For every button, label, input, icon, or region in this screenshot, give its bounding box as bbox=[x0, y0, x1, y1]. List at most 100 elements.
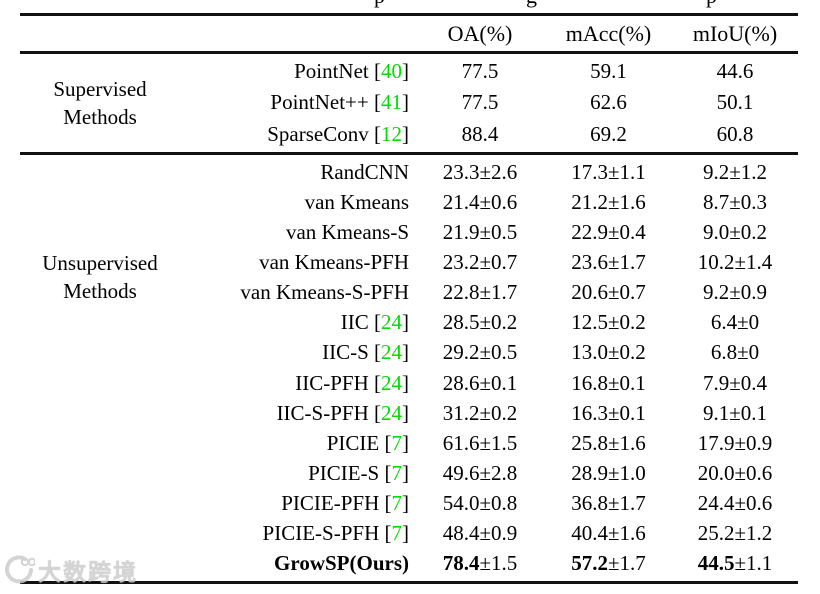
method-cell: IIC-S-PFH [24] bbox=[180, 401, 415, 426]
metric-std: ±1.2 bbox=[729, 159, 768, 184]
value-cell: 21.2±1.6 bbox=[545, 190, 672, 215]
metric-std: ±1.7 bbox=[607, 491, 646, 516]
metric-std: ±0.6 bbox=[734, 491, 773, 516]
citation-link[interactable]: 7 bbox=[391, 491, 403, 516]
column-header-miou: mIoU(%) bbox=[692, 20, 778, 46]
method-name: van Kmeans bbox=[304, 189, 409, 214]
metric-std: ±0.5 bbox=[479, 219, 518, 244]
metric-std: ±0.2 bbox=[729, 219, 768, 244]
citation-link[interactable]: 24 bbox=[381, 340, 402, 365]
metric-mean: 9.1 bbox=[702, 400, 730, 425]
citation-link[interactable]: 7 bbox=[391, 460, 403, 485]
value-cell: 6.4±0 bbox=[672, 310, 798, 335]
citation-link[interactable]: 40 bbox=[381, 59, 402, 84]
table-row: PICIE-S-PFH [7] 48.4±0.9 40.4±1.6 25.2±1… bbox=[180, 519, 798, 549]
method-name: IIC-PFH bbox=[295, 370, 369, 395]
metric-mean: 10.2 bbox=[697, 249, 735, 274]
metric-mean: 44.5 bbox=[697, 551, 735, 576]
value-cell: 9.1±0.1 bbox=[672, 401, 798, 426]
metric-mean: 16.3 bbox=[571, 400, 608, 425]
method-name: PICIE-PFH bbox=[281, 491, 380, 516]
group-label-supervised: Supervised Methods bbox=[20, 54, 180, 152]
value-cell: 44.5±1.1 bbox=[672, 551, 798, 576]
method-cell: IIC-S [24] bbox=[180, 340, 415, 365]
method-cite: [7] bbox=[379, 491, 410, 516]
value-cell: 77.5 bbox=[415, 90, 545, 115]
citation-link[interactable]: 24 bbox=[381, 400, 402, 425]
table-header-row: OA(%) mAcc(%) mIoU(%) bbox=[20, 16, 798, 51]
metric-mean: 78.4 bbox=[442, 551, 480, 576]
value-cell: 69.2 bbox=[545, 122, 672, 147]
metric-mean: 50.1 bbox=[716, 90, 754, 115]
table-row: IIC-PFH [24] 28.6±0.1 16.8±0.1 7.9±0.4 bbox=[180, 368, 798, 398]
citation-link[interactable]: 24 bbox=[381, 370, 402, 395]
metric-std: ±0 bbox=[737, 340, 760, 365]
method-name: IIC-S-PFH bbox=[276, 400, 369, 425]
method-name: IIC bbox=[340, 310, 369, 335]
metric-std: ±0.8 bbox=[479, 491, 518, 516]
value-cell: 44.6 bbox=[672, 59, 798, 84]
value-cell: 62.6 bbox=[545, 90, 672, 115]
group-label-unsupervised: Unsupervised Methods bbox=[20, 155, 180, 581]
metric-std: ±0.9 bbox=[729, 280, 768, 305]
value-cell: 22.8±1.7 bbox=[415, 280, 545, 305]
metric-mean: 6.8 bbox=[710, 340, 738, 365]
supervised-methods-block: Supervised Methods PointNet [40] 77.5 59… bbox=[20, 54, 798, 152]
method-cite: [24] bbox=[368, 370, 409, 395]
citation-link[interactable]: 7 bbox=[391, 430, 403, 455]
metric-std: ±0.2 bbox=[607, 340, 646, 365]
citation-link[interactable]: 24 bbox=[381, 310, 402, 335]
metric-mean: 25.8 bbox=[571, 430, 608, 455]
metric-std: ±2.8 bbox=[479, 460, 518, 485]
table-row: IIC-S [24] 29.2±0.5 13.0±0.2 6.8±0 bbox=[180, 338, 798, 368]
metric-mean: 9.2 bbox=[702, 159, 730, 184]
watermark: 大数跨境 bbox=[5, 553, 138, 587]
metric-std: ±0.6 bbox=[734, 460, 773, 485]
metric-std: ±1.7 bbox=[607, 249, 646, 274]
table-row: van Kmeans-PFH 23.2±0.7 23.6±1.7 10.2±1.… bbox=[180, 247, 798, 277]
metric-mean: 29.2 bbox=[442, 340, 480, 365]
metric-std: ±0.1 bbox=[729, 400, 768, 425]
metric-std: ±0.3 bbox=[729, 189, 768, 214]
method-name: SparseConv bbox=[267, 121, 369, 146]
metric-mean: 16.8 bbox=[571, 370, 608, 395]
value-cell: 8.7±0.3 bbox=[672, 190, 798, 215]
citation-link[interactable]: 12 bbox=[381, 121, 402, 146]
value-cell: 77.5 bbox=[415, 59, 545, 84]
method-cell: PICIE-PFH [7] bbox=[180, 491, 415, 516]
method-cell: PICIE-S-PFH [7] bbox=[180, 521, 415, 546]
value-cell: 25.2±1.2 bbox=[672, 521, 798, 546]
method-cell: van Kmeans-S bbox=[180, 220, 415, 245]
metric-std: ±0.2 bbox=[607, 310, 646, 335]
method-cell: van Kmeans bbox=[180, 190, 415, 215]
method-cite: [41] bbox=[368, 90, 409, 115]
table-row: GrowSP(Ours) 78.4±1.5 57.2±1.7 44.5±1.1 bbox=[180, 549, 798, 579]
metric-mean: 28.6 bbox=[442, 370, 480, 395]
citation-link[interactable]: 41 bbox=[381, 90, 402, 115]
table-row: PICIE-PFH [7] 54.0±0.8 36.8±1.7 24.4±0.6 bbox=[180, 489, 798, 519]
method-cell: SparseConv [12] bbox=[180, 122, 415, 147]
unsupervised-rows: RandCNN 23.3±2.6 17.3±1.1 9.2±1.2 van Km… bbox=[180, 155, 798, 581]
metric-std: ±1.5 bbox=[479, 430, 518, 455]
metric-std: ±1.0 bbox=[607, 460, 646, 485]
metric-mean: 28.5 bbox=[442, 310, 480, 335]
metric-mean: 77.5 bbox=[461, 90, 499, 115]
method-cite: [24] bbox=[368, 400, 409, 425]
value-cell: 50.1 bbox=[672, 90, 798, 115]
metric-std: ±0.2 bbox=[479, 310, 518, 335]
method-name: van Kmeans-PFH bbox=[259, 249, 409, 274]
value-cell: 12.5±0.2 bbox=[545, 310, 672, 335]
column-header-oa: OA(%) bbox=[447, 20, 513, 46]
supervised-rows: PointNet [40] 77.5 59.1 44.6 PointNet++ … bbox=[180, 54, 798, 152]
metric-mean: 20.6 bbox=[571, 280, 608, 305]
metric-mean: 28.9 bbox=[571, 460, 608, 485]
value-cell: 7.9±0.4 bbox=[672, 371, 798, 396]
value-cell: 57.2±1.7 bbox=[545, 551, 672, 576]
table-row: van Kmeans 21.4±0.6 21.2±1.6 8.7±0.3 bbox=[180, 187, 798, 217]
watermark-logo-icon bbox=[5, 555, 35, 584]
metric-mean: 57.2 bbox=[571, 551, 608, 576]
citation-link[interactable]: 7 bbox=[391, 521, 403, 546]
method-cite: [7] bbox=[379, 430, 410, 455]
method-name: GrowSP(Ours) bbox=[274, 551, 409, 576]
value-cell: 60.8 bbox=[672, 122, 798, 147]
